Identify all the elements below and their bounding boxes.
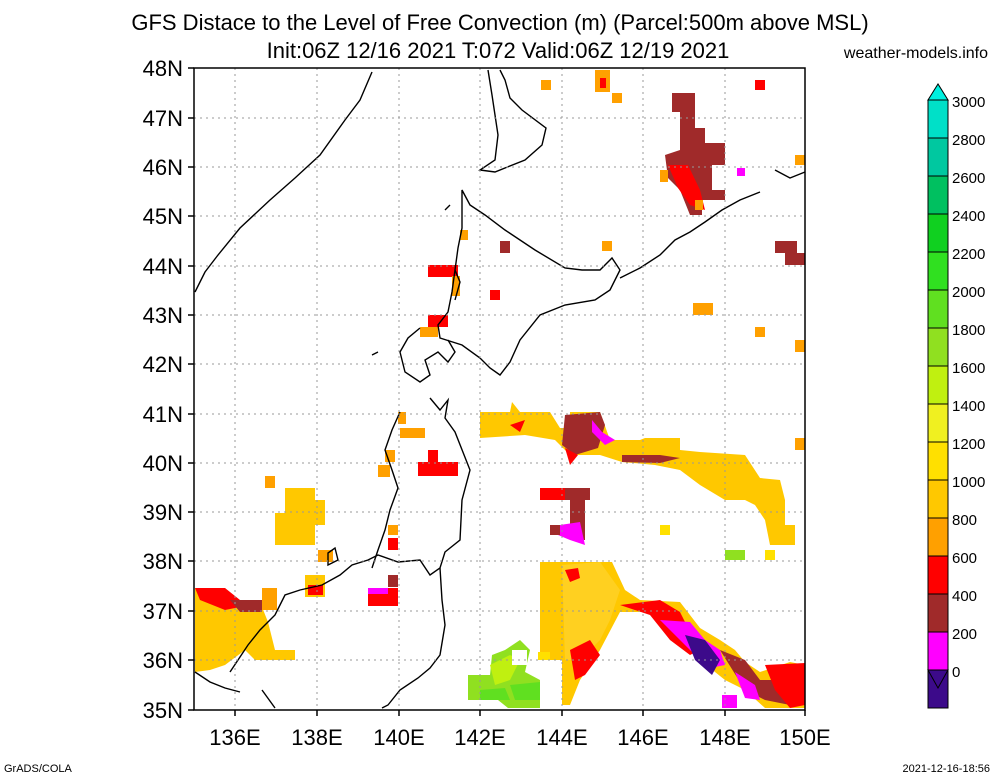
colorbar-label: 3000 [952, 94, 985, 111]
lat-label: 37N [143, 599, 183, 624]
lat-label: 47N [143, 106, 183, 131]
colorbar-swatch [927, 213, 949, 253]
latitude-labels: 48N 47N 46N 45N 44N 43N 42N 41N 40N 39N … [143, 56, 183, 723]
colorbar-label: 200 [952, 626, 977, 643]
colorbar-label: 2400 [952, 208, 985, 225]
lon-label: 150E [779, 725, 830, 750]
colorbar-swatch [927, 251, 949, 291]
colorbar-label: 1600 [952, 360, 985, 377]
map-subtitle: Init:06Z 12/16 2021 T:072 Valid:06Z 12/1… [266, 38, 730, 63]
colorbar-swatch [927, 479, 949, 519]
lat-label: 41N [143, 402, 183, 427]
coastlines [194, 69, 806, 709]
colorbar-swatch [927, 99, 949, 139]
lat-label: 35N [143, 698, 183, 723]
map-frame [193, 67, 806, 711]
colorbar-label: 2200 [952, 246, 985, 263]
colorbar-bottom-arrow [927, 669, 949, 690]
lat-label: 48N [143, 56, 183, 81]
colorbar-label: 2000 [952, 284, 985, 301]
lon-label: 138E [291, 725, 342, 750]
lat-label: 45N [143, 204, 183, 229]
site-label: weather-models.info [843, 45, 988, 62]
colorbar-top-arrow [927, 83, 949, 101]
colorbar-swatch [927, 517, 949, 557]
colorbar-label: 2600 [952, 170, 985, 187]
map-title: GFS Distace to the Level of Free Convect… [131, 10, 869, 35]
colorbar-swatch [927, 631, 949, 671]
colorbar-labels: 3000 2800 2600 2400 2200 2000 1800 1600 … [952, 94, 985, 681]
lat-label: 42N [143, 352, 183, 377]
colorbar-label: 1400 [952, 398, 985, 415]
lat-label: 36N [143, 648, 183, 673]
colorbar-label: 2800 [952, 132, 985, 149]
colorbar-label: 1200 [952, 436, 985, 453]
colorbar [927, 83, 949, 709]
lat-label: 40N [143, 451, 183, 476]
lat-label: 44N [143, 254, 183, 279]
colorbar-swatch [927, 175, 949, 215]
colorbar-label: 400 [952, 588, 977, 605]
colorbar-swatch [927, 593, 949, 633]
credit-grads: GrADS/COLA [4, 763, 72, 775]
lat-label: 39N [143, 500, 183, 525]
lat-label: 43N [143, 303, 183, 328]
lon-label: 142E [454, 725, 505, 750]
lon-label: 148E [699, 725, 750, 750]
graticule [194, 68, 805, 710]
axis-ticks [188, 67, 806, 716]
colorbar-label: 1000 [952, 474, 985, 491]
colorbar-swatch [927, 327, 949, 367]
timestamp: 2021-12-16-18:56 [902, 763, 990, 775]
colorbar-label: 0 [952, 664, 960, 681]
colorbar-swatch [927, 403, 949, 443]
colorbar-label: 800 [952, 512, 977, 529]
lon-label: 136E [209, 725, 260, 750]
lon-label: 146E [617, 725, 668, 750]
colorbar-swatch [927, 137, 949, 177]
colorbar-label: 1800 [952, 322, 985, 339]
colorbar-swatch [927, 289, 949, 329]
lat-label: 46N [143, 155, 183, 180]
colorbar-label: 600 [952, 550, 977, 567]
lon-label: 144E [536, 725, 587, 750]
colorbar-swatch [927, 365, 949, 405]
longitude-labels: 136E 138E 140E 142E 144E 146E 148E 150E [209, 725, 830, 750]
colorbar-swatch [927, 555, 949, 595]
colorbar-swatch [927, 441, 949, 481]
convection-field [195, 70, 805, 708]
lon-label: 140E [373, 725, 424, 750]
lat-label: 38N [143, 549, 183, 574]
